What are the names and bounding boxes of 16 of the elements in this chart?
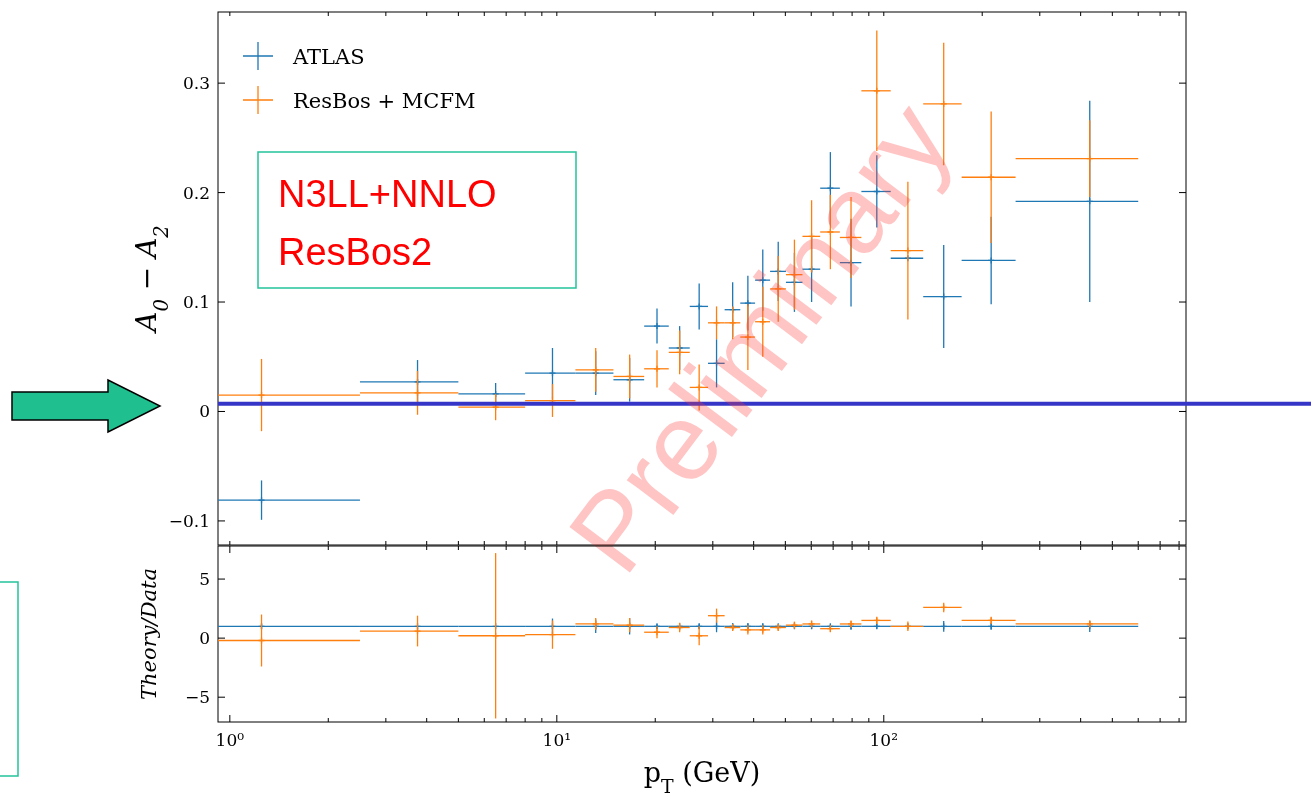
y-tick-label: 0 bbox=[199, 628, 210, 649]
y-tick-label: 0.3 bbox=[182, 73, 210, 94]
annotation: N3LL+NNLO ResBos2 bbox=[278, 173, 497, 273]
x-axis-title: p$_{T}$ (GeV) bbox=[643, 757, 761, 793]
y-tick-label: −5 bbox=[184, 687, 210, 708]
x-tick-label: 10⁰ bbox=[215, 730, 245, 750]
y-tick-label: 5 bbox=[199, 569, 210, 590]
legend-label: ResBos + MCFM bbox=[293, 89, 476, 113]
y-tick-label: 0.2 bbox=[182, 182, 210, 203]
y-tick-label: −0.1 bbox=[168, 510, 210, 531]
x-tick-label: 10² bbox=[869, 730, 899, 750]
y-tick-label: 0.1 bbox=[182, 292, 210, 313]
y-tick-label: 0 bbox=[199, 401, 210, 422]
y-axis-title: Theory/Data bbox=[137, 568, 161, 700]
legend-label: ATLAS bbox=[292, 45, 365, 69]
x-tick-label: 10¹ bbox=[542, 730, 572, 750]
